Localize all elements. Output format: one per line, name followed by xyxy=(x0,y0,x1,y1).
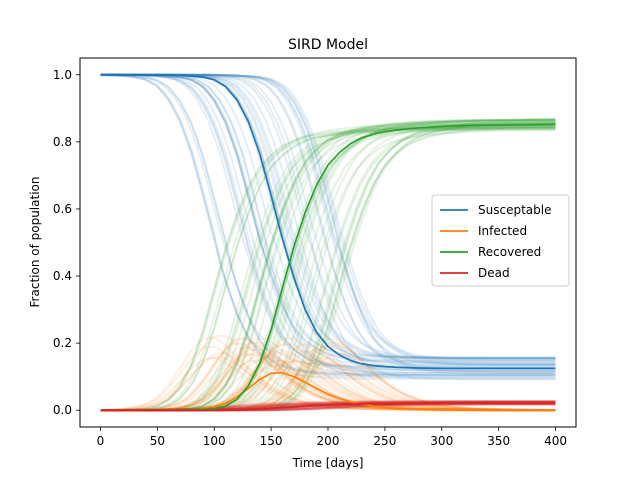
y-tick-label: 0.0 xyxy=(53,403,72,417)
axis-ticks: 0 50 100 150 200 250 300 350 400 0.0 0.2 0.4 0.6 0.8 1… xyxy=(53,68,567,448)
ensemble-trajectory xyxy=(100,73,556,359)
series-line-dead xyxy=(100,401,556,412)
ensemble-trajectory xyxy=(100,73,556,372)
ensemble-trajectory xyxy=(100,125,556,412)
x-tick-label: 400 xyxy=(544,434,567,448)
y-tick-label: 0.4 xyxy=(53,269,72,283)
ensemble-trajectory xyxy=(100,73,556,375)
legend-label: Recovered xyxy=(478,245,541,259)
ensemble-trajectory xyxy=(100,73,556,363)
y-tick-label: 1.0 xyxy=(53,68,72,82)
y-tick-label: 0.2 xyxy=(53,336,72,350)
x-tick-label: 350 xyxy=(487,434,510,448)
y-tick-label: 0.8 xyxy=(53,135,72,149)
legend-label: Infected xyxy=(478,224,527,238)
x-tick-label: 50 xyxy=(150,434,165,448)
ensemble-trajectory xyxy=(100,400,556,412)
x-tick-label: 200 xyxy=(317,434,340,448)
ensemble-trajectory xyxy=(100,125,556,412)
ensemble-trajectory xyxy=(100,73,556,379)
x-tick-label: 100 xyxy=(203,434,226,448)
ensemble-trajectory xyxy=(100,73,556,371)
x-tick-label: 300 xyxy=(430,434,453,448)
ensemble-trajectory xyxy=(100,126,556,412)
y-axis-label: Fraction of population xyxy=(28,177,42,308)
legend-box xyxy=(431,194,570,287)
ensemble-trajectory xyxy=(100,73,556,377)
plot-area xyxy=(100,73,556,412)
ensemble-trajectory xyxy=(100,127,556,412)
y-tick-label: 0.6 xyxy=(53,202,72,216)
ensemble-trajectory xyxy=(100,123,556,412)
x-tick-label: 150 xyxy=(260,434,283,448)
ensemble-trajectory xyxy=(100,74,556,376)
x-tick-label: 0 xyxy=(97,434,105,448)
ensemble-trajectory xyxy=(100,122,556,412)
ensemble-trajectory xyxy=(100,126,556,412)
ensemble-trajectory xyxy=(100,73,556,373)
legend-label: Dead xyxy=(478,266,510,280)
series-line-susceptable xyxy=(100,73,556,370)
ensemble-trajectory xyxy=(100,73,556,362)
ensemble-trajectory xyxy=(100,73,556,378)
x-axis-label: Time [days] xyxy=(292,456,364,470)
ensemble-trajectory xyxy=(100,128,556,412)
chart-title: SIRD Model xyxy=(288,37,368,53)
x-tick-label: 250 xyxy=(373,434,396,448)
ensemble-trajectory xyxy=(100,73,556,376)
ensemble-trajectory xyxy=(100,73,556,361)
ensemble-trajectory xyxy=(100,73,556,367)
ensemble-trajectory xyxy=(100,74,556,380)
legend-label: Susceptable xyxy=(478,203,551,217)
legend: Susceptable Infected Recovered Dead xyxy=(431,194,570,287)
ensemble-trajectory xyxy=(100,74,556,375)
ensemble-trajectory xyxy=(100,73,556,368)
ensemble-trajectory xyxy=(100,126,556,412)
